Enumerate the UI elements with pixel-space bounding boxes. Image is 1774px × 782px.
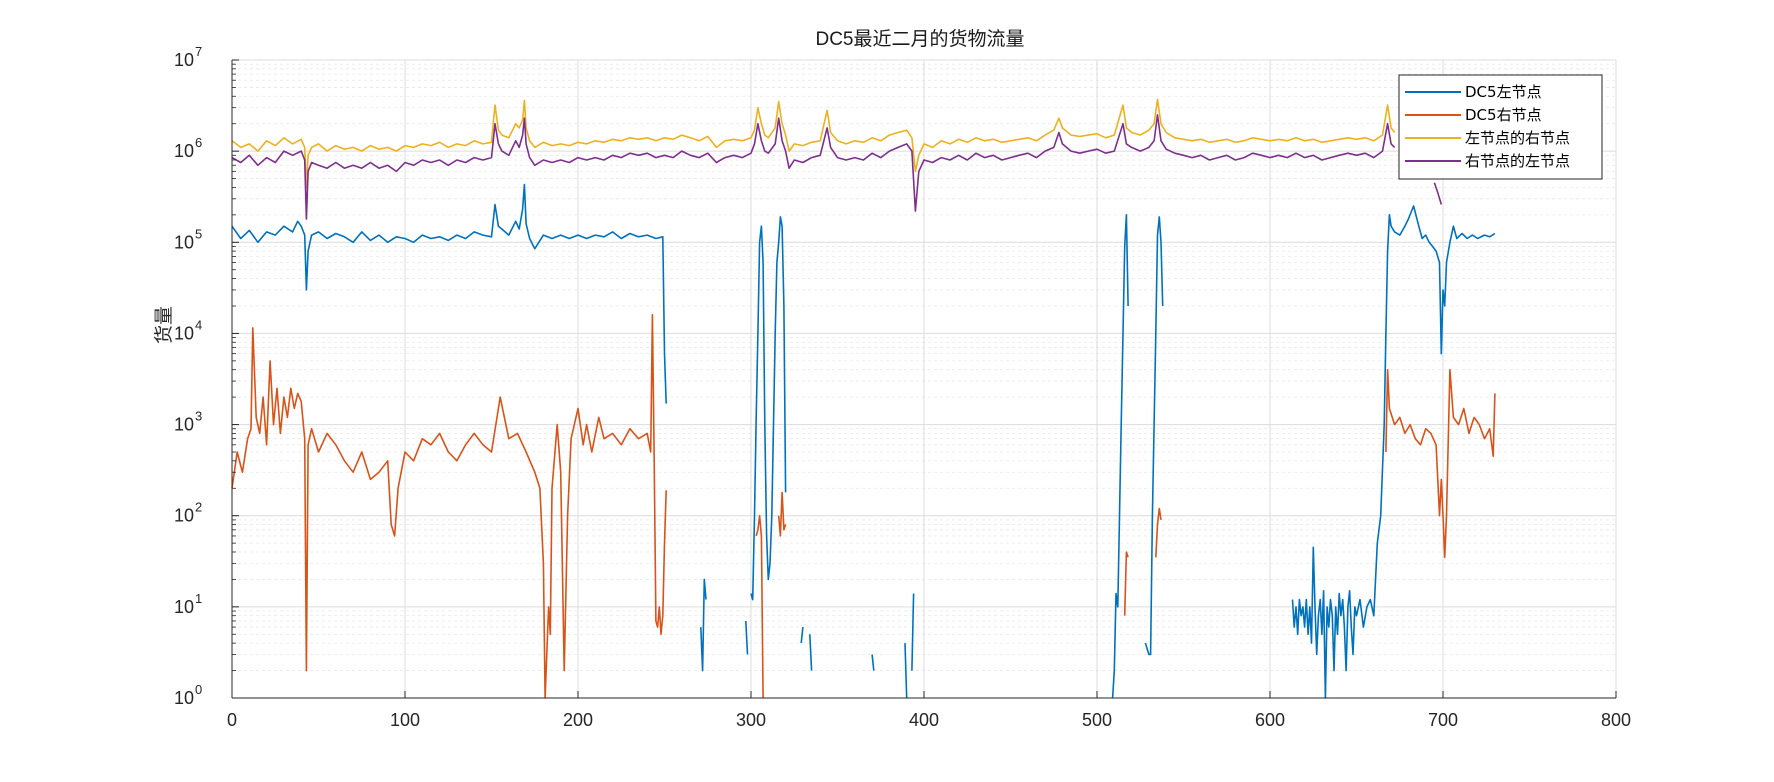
y-tick-exponent: 1 [195, 591, 202, 606]
y-tick-label: 10 [174, 232, 194, 252]
x-tick-label: 100 [390, 710, 420, 730]
y-tick-exponent: 0 [195, 682, 202, 697]
series-line-2 [231, 313, 667, 699]
series-line-1 [911, 593, 915, 671]
series-line-1 [904, 643, 908, 699]
series-line-1 [809, 634, 813, 671]
y-tick-label: 10 [174, 415, 194, 435]
series-line-2 [777, 491, 787, 537]
legend-label: 右节点的左节点 [1465, 152, 1570, 170]
series-line-1 [231, 183, 667, 404]
x-tick-label: 300 [736, 710, 766, 730]
series-line-1 [750, 216, 787, 601]
y-tick-exponent: 5 [195, 226, 202, 241]
y-tick-label: 10 [174, 688, 194, 708]
chart-title: DC5最近二月的货物流量 [815, 28, 1024, 50]
y-tick-exponent: 6 [195, 135, 202, 150]
series-line-3 [231, 98, 1396, 189]
y-tick-exponent: 2 [195, 500, 202, 515]
y-tick-label: 10 [174, 50, 194, 70]
legend-label: DC5左节点 [1465, 83, 1542, 101]
series-line-1 [745, 620, 749, 655]
legend-label: DC5右节点 [1465, 106, 1542, 124]
series-line-1 [1291, 205, 1496, 699]
series-line-2 [1123, 551, 1129, 616]
series-line-2 [1155, 507, 1162, 558]
series-line-2 [755, 514, 764, 699]
y-tick-label: 10 [174, 506, 194, 526]
series-line-1 [1144, 216, 1164, 656]
y-tick-exponent: 7 [195, 44, 202, 59]
x-tick-label: 600 [1255, 710, 1285, 730]
y-tick-exponent: 3 [195, 409, 202, 424]
series-line-1 [800, 627, 804, 644]
series-lines [231, 98, 1496, 699]
y-tick-label: 10 [174, 597, 194, 617]
y-tick-label: 10 [174, 141, 194, 161]
axes [231, 59, 1617, 699]
series-line-1 [700, 578, 707, 672]
series-line-4 [231, 114, 1396, 220]
y-tick-exponent: 4 [195, 317, 202, 332]
y-tick-label: 10 [174, 323, 194, 343]
y-axis-label: 货量 [153, 306, 175, 344]
series-line-1 [871, 654, 875, 671]
x-tick-label: 400 [909, 710, 939, 730]
series-line-4 [1433, 182, 1443, 205]
x-tick-label: 800 [1601, 710, 1631, 730]
x-tick-label: 0 [227, 710, 237, 730]
x-tick-label: 700 [1428, 710, 1458, 730]
legend-label: 左节点的右节点 [1465, 129, 1570, 147]
x-tick-label: 500 [1082, 710, 1112, 730]
series-line-2 [1385, 368, 1496, 559]
x-tick-label: 200 [563, 710, 593, 730]
x-tick-labels: 0 100 200 300 400 500 600 700 800 [227, 710, 1631, 730]
series-line-1 [1111, 214, 1129, 699]
